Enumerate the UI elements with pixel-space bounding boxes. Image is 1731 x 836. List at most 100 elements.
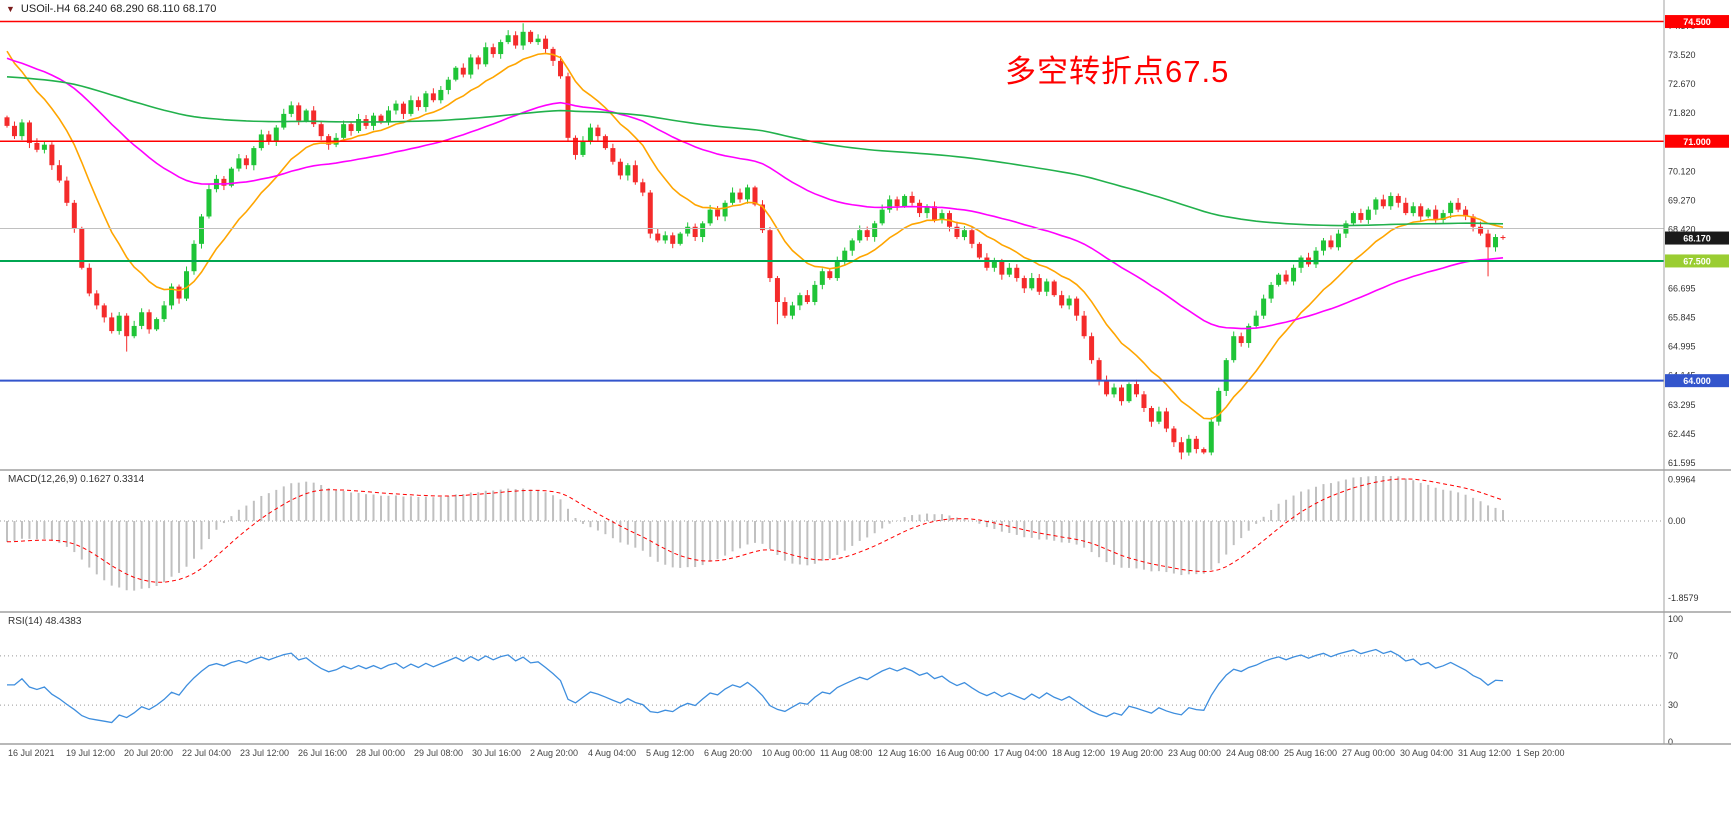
candle-body xyxy=(894,199,900,207)
svg-text:25 Aug 16:00: 25 Aug 16:00 xyxy=(1284,748,1337,758)
candle-body xyxy=(191,243,197,272)
svg-text:71.000: 71.000 xyxy=(1683,137,1711,147)
panel-separators xyxy=(0,469,1731,745)
candle-body xyxy=(71,202,77,229)
candle-body xyxy=(1163,411,1169,429)
candle-body xyxy=(1074,298,1080,316)
svg-text:19 Jul 12:00: 19 Jul 12:00 xyxy=(66,748,115,758)
candle-body xyxy=(296,105,302,121)
candle-body xyxy=(228,168,234,186)
candle-body xyxy=(1313,250,1319,265)
candle-body xyxy=(393,103,399,111)
svg-text:16 Jul 2021: 16 Jul 2021 xyxy=(8,748,55,758)
candle-body xyxy=(1208,421,1214,453)
candle-body xyxy=(1014,267,1020,279)
candle-body xyxy=(1178,442,1184,453)
svg-text:64.995: 64.995 xyxy=(1668,342,1696,352)
candle-body xyxy=(505,35,511,43)
candle-body xyxy=(587,127,593,142)
candle-body xyxy=(311,110,317,125)
svg-text:29 Jul 08:00: 29 Jul 08:00 xyxy=(414,748,463,758)
candle-body xyxy=(1126,384,1132,402)
candle-body xyxy=(1403,202,1409,214)
svg-text:10 Aug 00:00: 10 Aug 00:00 xyxy=(762,748,815,758)
svg-text:67.500: 67.500 xyxy=(1683,256,1711,266)
svg-text:69.270: 69.270 xyxy=(1668,195,1696,205)
candle-body xyxy=(1051,281,1057,296)
candle-body xyxy=(1044,281,1050,292)
candle-body xyxy=(1216,390,1222,422)
candle-body xyxy=(1276,274,1282,285)
candle-body xyxy=(1335,233,1341,248)
horizontal-level-lines xyxy=(0,20,1664,382)
ma-slow-green-line xyxy=(6,75,1504,227)
candle-body xyxy=(1455,202,1461,210)
svg-text:1 Sep 20:00: 1 Sep 20:00 xyxy=(1516,748,1565,758)
candle-body xyxy=(348,124,354,131)
svg-text:74.500: 74.500 xyxy=(1683,17,1711,27)
candle-body xyxy=(640,182,646,193)
candle-body xyxy=(378,115,384,123)
chart-dropdown-icon[interactable]: ▼ xyxy=(6,3,15,14)
candle-body xyxy=(483,47,489,65)
candle-body xyxy=(356,119,362,131)
candle-body xyxy=(288,105,294,114)
candle-body xyxy=(468,57,474,75)
candle-body xyxy=(1111,387,1117,395)
svg-text:31 Aug 12:00: 31 Aug 12:00 xyxy=(1458,748,1511,758)
candle-body xyxy=(1059,295,1065,306)
candle-body xyxy=(1493,237,1499,248)
svg-text:18 Aug 12:00: 18 Aug 12:00 xyxy=(1052,748,1105,758)
candle-body xyxy=(11,125,17,137)
svg-text:72.670: 72.670 xyxy=(1668,79,1696,89)
candle-body xyxy=(385,110,391,123)
candle-body xyxy=(318,124,324,137)
candle-body xyxy=(1186,438,1192,453)
candle-body xyxy=(692,226,698,238)
candle-body xyxy=(408,100,414,114)
candle-body xyxy=(1036,278,1042,292)
price-badges: 74.500 71.000 68.170 67.500 64.000 xyxy=(1665,15,1729,388)
svg-text:-1.8579: -1.8579 xyxy=(1668,593,1699,603)
candle-body xyxy=(49,144,55,166)
price-badge-71.000 xyxy=(1665,134,1729,148)
candle-body xyxy=(1500,237,1506,239)
candle-body xyxy=(1418,206,1424,217)
candle-body xyxy=(94,293,100,306)
candle-body xyxy=(565,76,571,138)
svg-text:12 Aug 16:00: 12 Aug 16:00 xyxy=(878,748,931,758)
svg-text:20 Jul 20:00: 20 Jul 20:00 xyxy=(124,748,173,758)
price-badge-74.500 xyxy=(1665,15,1729,29)
candle-body xyxy=(281,113,287,128)
candle-body xyxy=(371,115,377,126)
candle-body xyxy=(341,124,347,138)
candle-body xyxy=(887,199,893,210)
svg-text:30: 30 xyxy=(1668,700,1678,710)
candle-body xyxy=(1193,438,1199,450)
candle-body xyxy=(266,134,272,142)
candle-body xyxy=(1156,411,1162,422)
candle-body xyxy=(602,136,608,149)
candle-body xyxy=(647,192,653,234)
svg-text:16 Aug 00:00: 16 Aug 00:00 xyxy=(936,748,989,758)
candle-body xyxy=(707,209,713,224)
candle-body xyxy=(438,89,444,101)
candle-body xyxy=(1133,384,1139,395)
svg-text:68.420: 68.420 xyxy=(1668,224,1696,234)
svg-text:63.295: 63.295 xyxy=(1668,400,1696,410)
candle-body xyxy=(625,165,631,176)
candle-body xyxy=(169,286,175,306)
candle-body xyxy=(1029,278,1035,289)
candle-body xyxy=(1246,325,1252,344)
candle-body xyxy=(116,315,122,332)
candle-body xyxy=(954,226,960,238)
ma-mid-magenta-line xyxy=(6,57,1504,330)
candle-body xyxy=(1096,360,1102,381)
macd-axis: 0.9964 0.00 -1.8579 xyxy=(1668,475,1699,603)
candle-body xyxy=(864,230,870,238)
candle-body xyxy=(1261,298,1267,316)
annotation-text: 多空转折点67.5 xyxy=(1005,54,1230,89)
candle-body xyxy=(303,110,309,121)
